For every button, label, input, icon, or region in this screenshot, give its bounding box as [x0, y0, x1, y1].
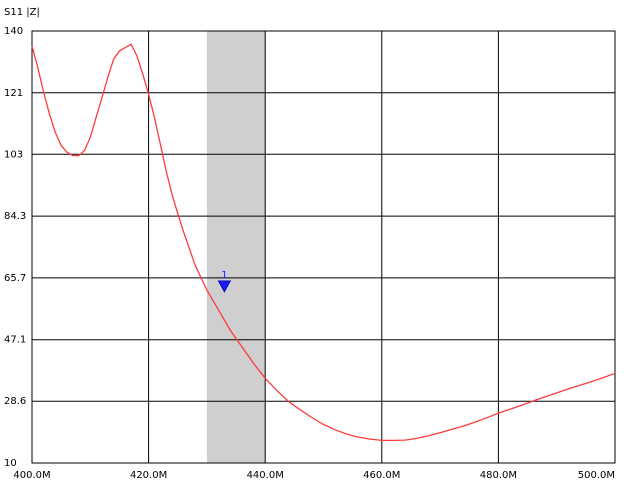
y-tick-label: 121: [4, 88, 23, 99]
highlight-band: [206, 31, 266, 463]
x-tick-label: 500.0M: [578, 470, 615, 481]
plot-frame: [31, 30, 616, 464]
x-tick-label: 480.0M: [480, 470, 517, 481]
y-tick-label: 84.3: [4, 211, 26, 222]
y-tick-label: 47.1: [4, 335, 26, 346]
y-tick-label: 65.7: [4, 273, 26, 284]
x-tick-label: 440.0M: [247, 470, 284, 481]
y-tick-label: 10: [4, 458, 17, 469]
impedance-series-line: [31, 43, 616, 442]
x-tick-label: 400.0M: [13, 470, 50, 481]
x-tick-label: 420.0M: [130, 470, 167, 481]
y-tick-label: 28.6: [4, 396, 26, 407]
marker-1-label: 1: [221, 270, 227, 281]
y-tick-label: 103: [4, 149, 23, 160]
x-tick-label: 460.0M: [363, 470, 400, 481]
plot-area[interactable]: 400.0M 420.0M 440.0M 460.0M 480.0M 500.0M 140 1…: [4, 26, 616, 481]
chart-title: S11 |Z|: [4, 7, 40, 18]
y-tick-label: 140: [4, 26, 23, 37]
marker-1-triangle: [217, 280, 232, 293]
